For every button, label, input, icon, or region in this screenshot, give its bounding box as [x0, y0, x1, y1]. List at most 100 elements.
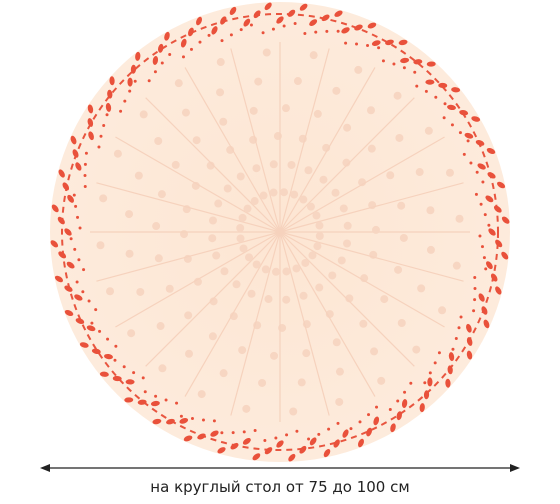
pattern-leaf	[306, 202, 315, 211]
border-flower	[485, 195, 494, 203]
pattern-leaf	[360, 274, 369, 283]
border-flower	[51, 204, 59, 213]
pattern-leaf	[134, 171, 143, 180]
border-dot	[128, 89, 132, 93]
border-dot	[484, 267, 488, 271]
pattern-leaf	[290, 190, 299, 199]
border-flower	[87, 104, 94, 114]
pattern-leaf	[445, 168, 454, 177]
border-dot	[409, 381, 413, 385]
pattern-leaf	[214, 199, 223, 208]
border-flower	[367, 22, 377, 29]
pattern-leaf	[315, 283, 324, 292]
border-flower	[109, 76, 115, 86]
border-flower	[125, 379, 135, 385]
border-dot	[74, 204, 78, 208]
pattern-leaf	[157, 190, 166, 199]
arrow-left	[40, 464, 50, 472]
border-flower	[341, 27, 350, 34]
border-dot	[317, 432, 321, 436]
border-flower	[398, 39, 408, 46]
border-flower	[448, 352, 455, 362]
border-flower	[438, 82, 448, 89]
pattern-leaf	[289, 407, 298, 416]
border-flower	[493, 205, 502, 213]
border-flower	[276, 16, 284, 24]
pattern-leaf	[171, 160, 180, 169]
border-dot	[483, 213, 487, 217]
border-dot	[462, 152, 466, 156]
pattern-leaf	[424, 126, 433, 135]
pattern-leaf	[325, 310, 334, 319]
pattern-leaf	[219, 369, 228, 378]
border-dot	[229, 33, 233, 37]
border-flower	[471, 116, 481, 122]
border-dot	[73, 247, 77, 251]
pattern-leaf	[380, 295, 389, 304]
border-dot	[263, 438, 267, 442]
border-flower	[423, 390, 430, 400]
pattern-leaf	[197, 390, 206, 399]
border-flower	[478, 293, 485, 302]
border-flower	[197, 433, 206, 440]
border-flower	[445, 378, 451, 388]
border-flower	[373, 416, 380, 426]
border-flower	[180, 38, 187, 48]
border-dot	[160, 61, 164, 65]
border-flower	[333, 439, 340, 448]
border-dot	[474, 192, 478, 196]
pattern-leaf	[238, 346, 247, 355]
pattern-leaf	[181, 108, 190, 117]
pattern-ray	[279, 231, 415, 367]
border-flower	[158, 43, 164, 53]
pattern-leaf	[345, 294, 354, 303]
border-dot	[77, 258, 81, 262]
border-flower	[475, 140, 485, 146]
pattern-leaf	[354, 65, 363, 74]
border-flower	[164, 31, 170, 41]
border-vine	[61, 13, 499, 451]
border-flower	[79, 342, 89, 348]
pattern-ray	[230, 231, 281, 416]
border-flower	[124, 397, 134, 403]
border-dot	[423, 381, 427, 385]
border-dot	[94, 308, 98, 312]
border-flower	[495, 239, 503, 248]
border-dot	[451, 347, 455, 351]
border-dot	[437, 351, 441, 355]
pattern-leaf	[313, 242, 322, 251]
pattern-ray	[115, 136, 281, 233]
border-flower	[179, 418, 189, 424]
pattern-leaf	[281, 104, 290, 113]
border-flower	[483, 319, 490, 329]
border-dot	[83, 174, 87, 178]
border-dot	[253, 428, 257, 432]
pattern-leaf	[293, 77, 302, 86]
pattern-leaf	[394, 265, 403, 274]
border-dot	[336, 29, 340, 33]
pattern-leaf	[252, 164, 261, 173]
border-flower	[64, 309, 74, 316]
border-dot	[472, 309, 476, 313]
pattern-leaf	[185, 349, 194, 358]
pattern-leaf	[262, 48, 271, 57]
border-flower	[253, 10, 261, 19]
border-flower	[183, 435, 193, 442]
pattern-leaf	[412, 345, 421, 354]
pattern-leaf	[332, 338, 341, 347]
border-dot	[413, 70, 417, 74]
border-dot	[143, 390, 147, 394]
pattern-leaf	[269, 188, 278, 197]
border-flower	[466, 323, 472, 333]
border-dot	[181, 55, 185, 59]
pattern-leaf	[247, 289, 256, 298]
border-flower	[413, 59, 423, 65]
border-flower	[75, 318, 85, 324]
border-flower	[252, 453, 261, 461]
border-dot	[285, 433, 289, 437]
border-dot	[164, 398, 168, 402]
border-flower	[477, 163, 486, 170]
border-flower	[220, 16, 227, 25]
pattern-leaf	[282, 267, 291, 276]
